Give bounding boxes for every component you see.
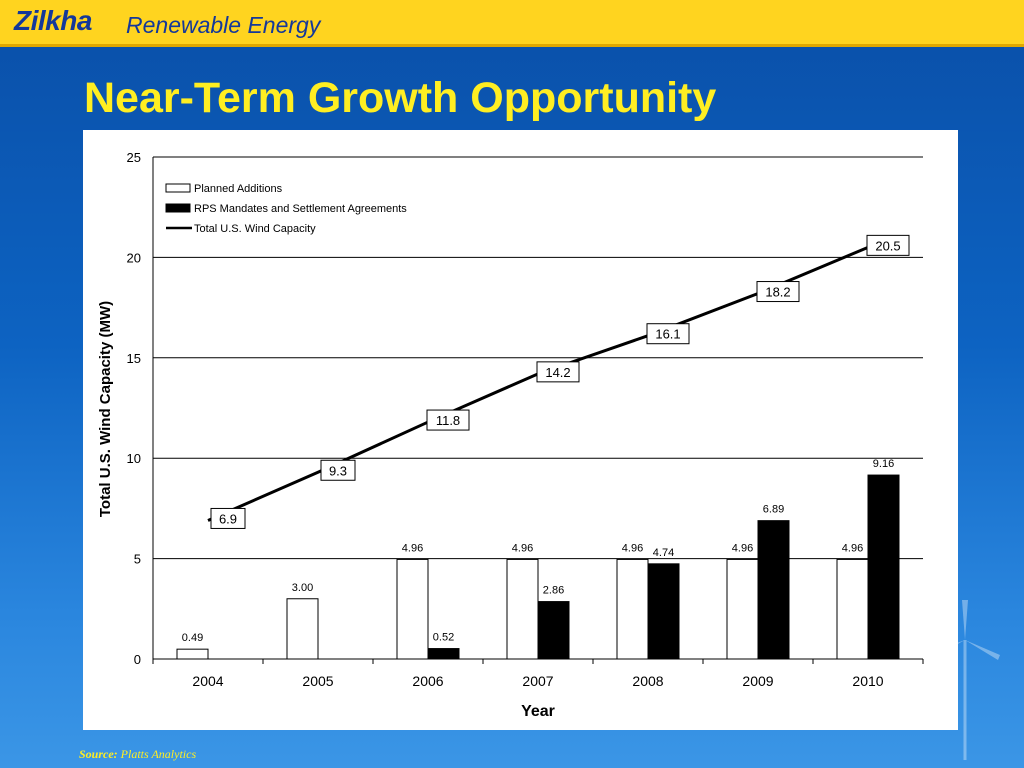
- planned-additions-bar: [506, 558, 539, 660]
- total-value-label: 11.8: [436, 413, 460, 428]
- planned-additions-value-label: 4.96: [732, 542, 753, 554]
- total-value-label: 16.1: [655, 327, 680, 342]
- total-value-box: [426, 409, 470, 431]
- gridlines: [153, 156, 923, 560]
- rps-mandates-bar: [867, 474, 900, 660]
- x-tick-label: 2004: [192, 673, 223, 689]
- total-value-box: [646, 323, 690, 345]
- planned-additions-bar: [286, 598, 319, 660]
- rps-mandates-bar: [757, 520, 790, 660]
- legend-swatch-rps-mandates: [165, 203, 191, 213]
- total-value-label: 18.2: [765, 285, 790, 300]
- planned-additions-value-label: 4.96: [842, 542, 863, 554]
- total-value-label: 6.9: [219, 511, 237, 526]
- rps-mandates-value-label: 0.52: [433, 632, 454, 644]
- total-value-box: [320, 459, 356, 481]
- total-value-box: [536, 361, 580, 383]
- x-tick-label: 2008: [632, 673, 663, 689]
- total-value-box: [210, 507, 246, 529]
- legend-swatch-planned-additions: [165, 183, 191, 193]
- rps-mandates-value-label: 4.74: [653, 547, 674, 559]
- source-label: Source:: [79, 747, 118, 761]
- planned-additions-bar: [176, 648, 209, 660]
- rps-mandates-value-label: 2.86: [543, 585, 564, 597]
- planned-additions-value-label: 4.96: [402, 542, 423, 554]
- planned-additions-bar: [396, 558, 429, 660]
- planned-additions-value-label: 4.96: [512, 542, 533, 554]
- rps-mandates-bar: [537, 601, 570, 660]
- bars: [176, 474, 900, 660]
- y-tick-label: 10: [127, 451, 141, 466]
- rps-mandates-value-label: 6.89: [763, 504, 784, 516]
- y-tick-label: 25: [127, 150, 141, 165]
- chart-panel: 0 5 10 15 20 25 2004 2005 2006 2007 2008 2009 2010 0…: [83, 130, 958, 730]
- x-tick-label: 2007: [522, 673, 553, 689]
- x-tick-label: 2005: [302, 673, 333, 689]
- y-axis-title: Total U.S. Wind Capacity (MW): [97, 301, 114, 517]
- header-bar: Zilkha Renewable Energy: [0, 0, 1024, 47]
- total-value-box: [756, 281, 800, 303]
- rps-mandates-value-label: 9.16: [873, 458, 894, 470]
- slide-title: Near-Term Growth Opportunity: [84, 74, 717, 122]
- y-tick-label: 0: [134, 652, 141, 667]
- total-value-label: 9.3: [329, 463, 347, 478]
- brand-tagline: Renewable Energy: [126, 12, 321, 38]
- y-tick-label: 5: [134, 552, 141, 567]
- planned-additions-bar: [726, 558, 759, 660]
- planned-additions-value-label: 4.96: [622, 542, 643, 554]
- axes: 0 5 10 15 20 25 2004 2005 2006 2007 2008 2009 2010: [127, 150, 924, 689]
- y-tick-label: 20: [127, 250, 141, 265]
- source-note: Source: Platts Analytics: [79, 747, 196, 762]
- x-tick-label: 2006: [412, 673, 443, 689]
- x-tick-label: 2009: [742, 673, 773, 689]
- y-tick-label: 15: [127, 351, 141, 366]
- rps-mandates-bar: [427, 648, 460, 660]
- legend: Planned Additions RPS Mandates and Settle…: [165, 183, 407, 235]
- brand-name: Zilkha: [14, 5, 92, 36]
- rps-mandates-bar: [647, 563, 680, 660]
- planned-additions-value-label: 3.00: [292, 582, 313, 594]
- source-text: Platts Analytics: [120, 747, 197, 761]
- wind-capacity-chart: 0 5 10 15 20 25 2004 2005 2006 2007 2008 2009 2010 0…: [97, 150, 924, 720]
- legend-label: Planned Additions: [194, 183, 283, 195]
- planned-additions-bar: [836, 558, 869, 660]
- planned-additions-bar: [616, 558, 649, 660]
- legend-label: Total U.S. Wind Capacity: [194, 223, 316, 235]
- total-value-label: 14.2: [545, 365, 570, 380]
- total-value-label: 20.5: [875, 238, 900, 253]
- planned-additions-value-label: 0.49: [182, 632, 203, 644]
- x-tick-label: 2010: [852, 673, 883, 689]
- legend-label: RPS Mandates and Settlement Agreements: [194, 203, 407, 215]
- data-labels: 0.49 3.00 4.96 4.96 4.96 4.96 4.96 0.52 2.86 4.74…: [182, 234, 910, 644]
- x-axis-title: Year: [521, 703, 555, 720]
- total-value-box: [866, 234, 910, 256]
